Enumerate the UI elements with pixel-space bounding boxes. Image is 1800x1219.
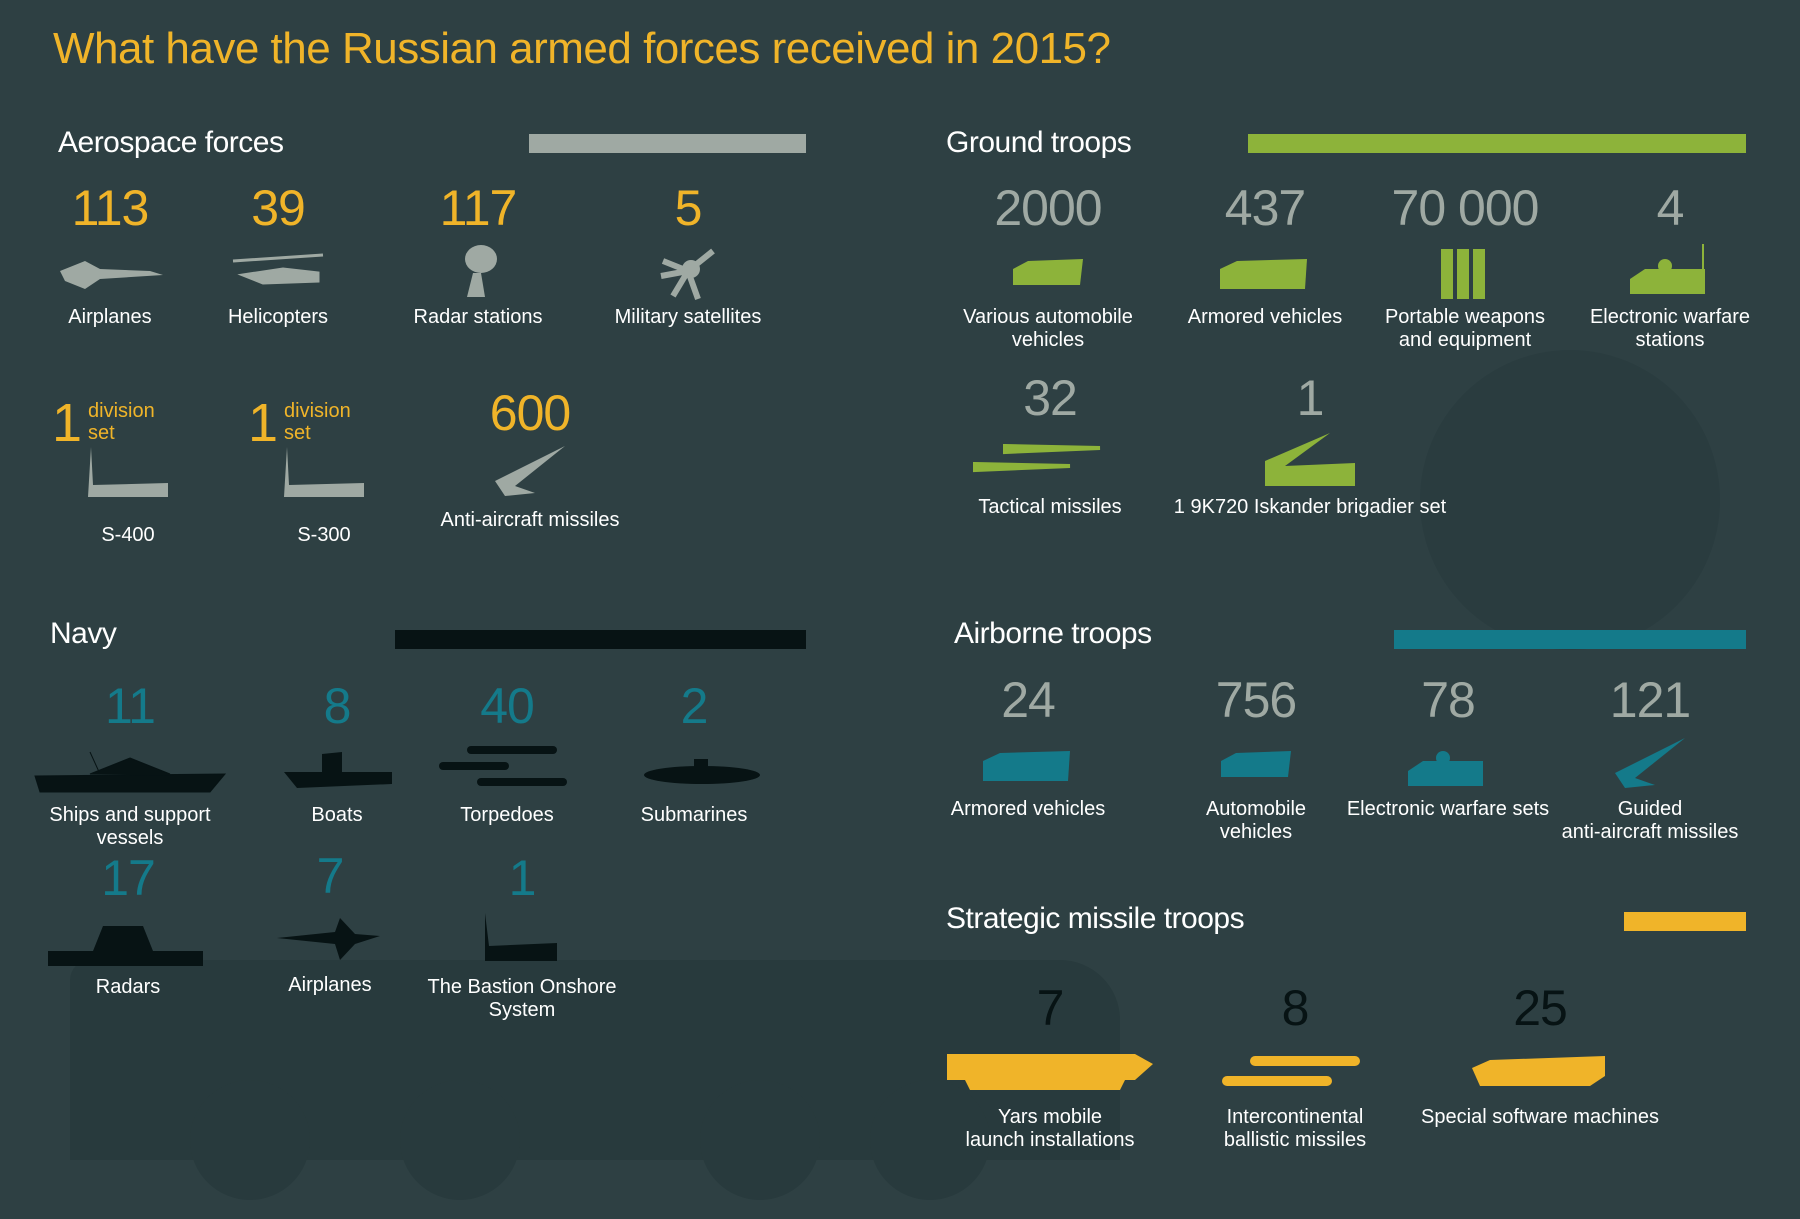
background-wheel: [700, 1080, 820, 1200]
airborne-automobiles: 756 Automobile vehicles: [1146, 672, 1366, 844]
s400-value: 1 division set: [52, 393, 155, 453]
aerospace-s400: S-400: [18, 440, 238, 547]
aerospace-airplanes: 113 Airplanes: [0, 180, 220, 329]
fighter-jet-icon: [220, 904, 440, 974]
navy-submarines: 2 Submarines: [584, 678, 804, 827]
fighter-jet-icon: [0, 236, 220, 306]
ground-portable-weapons: 70 000 Portable weapons and equipment: [1355, 180, 1575, 352]
navy-bar: [395, 630, 806, 649]
aerospace-helicopters: 39 Helicopters: [168, 180, 388, 329]
aerospace-aa-missiles: 600 Anti-aircraft missiles: [420, 385, 640, 532]
section-heading-strategic: Strategic missile troops: [946, 902, 1245, 935]
torpedo-icon: [397, 734, 617, 804]
section-heading-ground: Ground troops: [946, 126, 1132, 159]
strategic-software-machines: 25 Special software machines: [1380, 980, 1700, 1129]
soldiers-icon: [1355, 236, 1575, 306]
anti-aircraft-missile-icon: [1540, 728, 1760, 798]
navy-airplanes: 7 Airplanes: [220, 848, 440, 997]
strategic-icbm: 8 Intercontinental ballistic missiles: [1185, 980, 1405, 1152]
airborne-ew-sets: 78 Electronic warfare sets: [1338, 672, 1558, 821]
anti-aircraft-missile-icon: [420, 441, 640, 501]
aerospace-s300: S-300: [214, 440, 434, 547]
airborne-bar: [1394, 630, 1746, 649]
ground-automobiles: 2000 Various automobile vehicles: [938, 180, 1158, 352]
aerospace-radar: 117 Radar stations: [368, 180, 588, 329]
armored-vehicle-icon: [918, 728, 1138, 798]
yars-launcher-icon: [940, 1036, 1160, 1106]
background-wheel: [870, 1080, 990, 1200]
navy-radars: 17 Radars: [18, 850, 238, 999]
helicopter-icon: [168, 236, 388, 306]
ew-vehicle-icon: [1338, 728, 1558, 798]
strategic-yars: 7 Yars mobile launch installations: [940, 980, 1160, 1152]
truck-icon: [1146, 728, 1366, 798]
boat-icon: [227, 734, 447, 804]
radar-ship-icon: [18, 906, 238, 976]
missile-launcher-truck-icon: [214, 440, 434, 510]
ground-tactical-missiles: 32 Tactical missiles: [940, 370, 1160, 519]
support-truck-icon: [1380, 1036, 1700, 1106]
iskander-launcher-icon: [1150, 426, 1470, 496]
ground-armored: 437 Armored vehicles: [1155, 180, 1375, 329]
navy-torpedoes: 40 Torpedoes: [397, 678, 617, 827]
navy-boats: 8 Boats: [227, 678, 447, 827]
missiles-icon: [940, 426, 1160, 496]
ground-iskander: 1 1 9K720 Iskander brigadier set: [1150, 370, 1470, 519]
aerospace-bar: [529, 134, 806, 153]
navy-bastion: 1 The Bastion Onshore System: [412, 850, 632, 1022]
icbm-icon: [1185, 1036, 1405, 1106]
background-wheel: [400, 1080, 520, 1200]
section-heading-aerospace: Aerospace forces: [58, 126, 284, 159]
missile-launcher-truck-icon: [18, 440, 238, 510]
aerospace-satellites: 5 Military satellites: [578, 180, 798, 329]
airborne-armored: 24 Armored vehicles: [918, 672, 1138, 821]
truck-icon: [938, 236, 1158, 306]
section-heading-navy: Navy: [50, 617, 117, 650]
ew-vehicle-icon: [1560, 236, 1780, 306]
submarine-icon: [584, 734, 804, 804]
airborne-guided-missiles: 121 Guided anti-aircraft missiles: [1540, 672, 1760, 844]
section-heading-airborne: Airborne troops: [954, 617, 1152, 650]
navy-ships: 11 Ships and support vessels: [20, 678, 240, 850]
coastal-launcher-icon: [412, 906, 632, 976]
background-wheel: [190, 1080, 310, 1200]
ground-bar: [1248, 134, 1746, 153]
page-title: What have the Russian armed forces recei…: [53, 24, 1111, 73]
s300-value: 1 division set: [248, 393, 351, 453]
satellite-icon: [578, 236, 798, 306]
armored-vehicle-icon: [1155, 236, 1375, 306]
background-star-silhouette: [1420, 350, 1720, 650]
ground-ew-stations: 4 Electronic warfare stations: [1560, 180, 1780, 352]
warship-icon: [20, 734, 240, 804]
radar-dish-icon: [368, 236, 588, 306]
strategic-bar: [1624, 912, 1746, 931]
